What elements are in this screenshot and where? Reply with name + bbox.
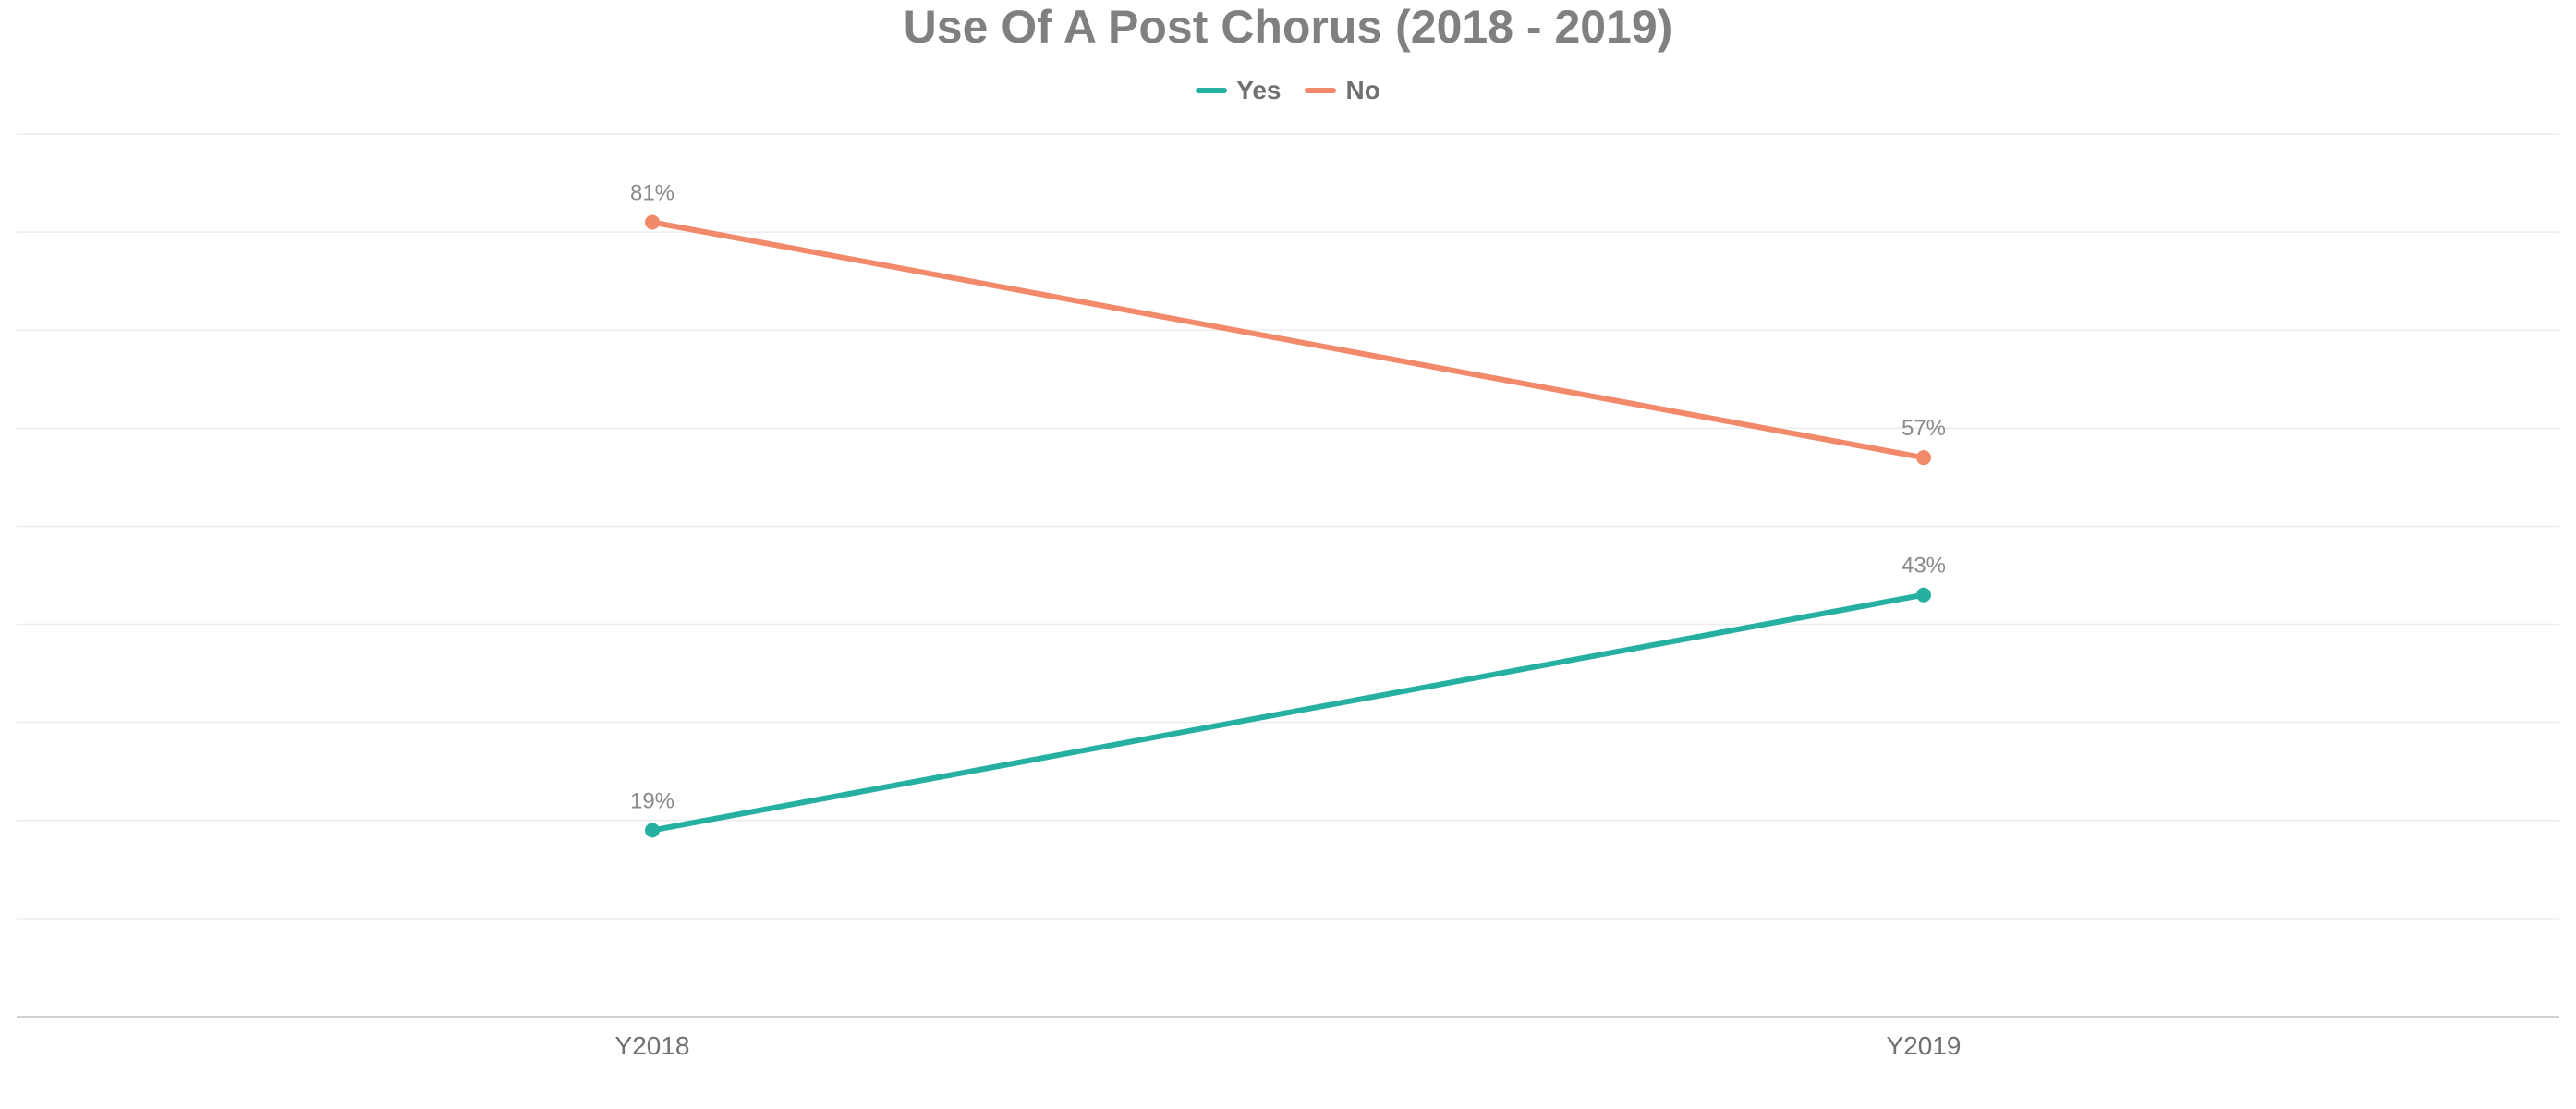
legend: Yes No <box>0 76 2576 105</box>
data-label: 43% <box>1902 554 1946 579</box>
data-label: 81% <box>630 181 674 206</box>
data-point <box>645 823 660 838</box>
legend-label-no: No <box>1345 76 1380 104</box>
chart-title: Use Of A Post Chorus (2018 - 2019) <box>903 1 1673 53</box>
series-line-yes <box>650 591 1926 834</box>
x-tick-label: Y2019 <box>1887 1031 1962 1060</box>
x-tick-label: Y2018 <box>615 1031 690 1060</box>
series-line-no <box>650 219 1926 461</box>
legend-item-no[interactable]: No <box>1305 76 1380 105</box>
legend-swatch-no <box>1305 88 1337 93</box>
data-point <box>1916 450 1931 466</box>
data-label: 19% <box>630 788 674 813</box>
data-label: 57% <box>1902 416 1946 441</box>
data-point <box>645 214 660 230</box>
data-point <box>1916 587 1931 603</box>
legend-item-yes[interactable]: Yes <box>1196 76 1281 105</box>
legend-swatch-yes <box>1196 88 1228 93</box>
legend-label-yes: Yes <box>1236 76 1282 104</box>
